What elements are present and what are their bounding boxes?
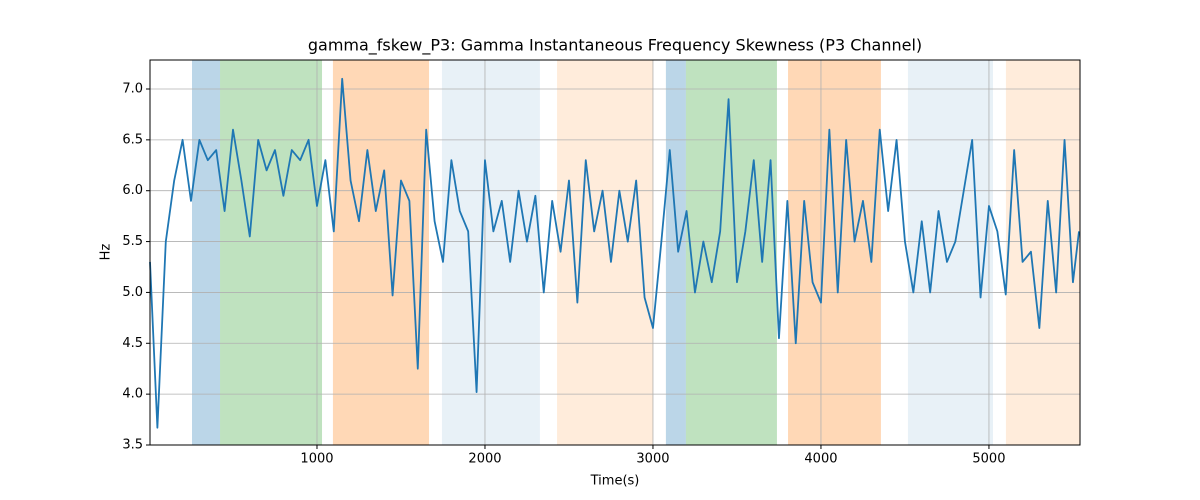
highlight-span [1005, 60, 1080, 445]
y-tick-label: 7.0 [122, 81, 143, 96]
highlight-span [441, 60, 540, 445]
x-tick-label: 5000 [972, 452, 1005, 467]
highlight-span [557, 60, 653, 445]
chart-title: gamma_fskew_P3: Gamma Instantaneous Freq… [308, 36, 922, 56]
y-tick-label: 5.0 [122, 285, 143, 300]
y-tick-label: 4.0 [122, 387, 143, 402]
x-tick-label: 1000 [300, 452, 333, 467]
y-tick-label: 4.5 [122, 336, 143, 351]
highlight-span [191, 60, 221, 445]
x-axis-label: Time(s) [590, 474, 640, 489]
y-tick-label: 6.5 [122, 132, 143, 147]
highlight-span [788, 60, 881, 445]
plot-frame [149, 59, 1081, 446]
y-tick-label: 3.5 [122, 438, 143, 453]
x-tick-label: 4000 [804, 452, 837, 467]
y-tick-label: 5.5 [122, 234, 143, 249]
highlight-span [220, 60, 323, 445]
y-axis-label: Hz [99, 244, 114, 261]
data-line [149, 77, 1080, 429]
highlight-span [332, 60, 430, 445]
y-tick-label: 6.0 [122, 183, 143, 198]
x-tick-label: 2000 [468, 452, 501, 467]
highlight-span [665, 60, 686, 445]
x-tick-label: 3000 [636, 452, 669, 467]
